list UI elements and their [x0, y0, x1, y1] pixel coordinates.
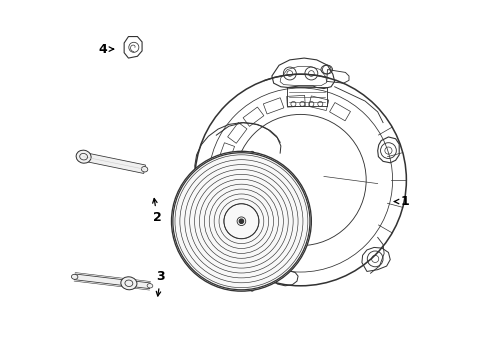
- Circle shape: [239, 219, 244, 224]
- Circle shape: [237, 217, 245, 226]
- Ellipse shape: [121, 277, 137, 290]
- Ellipse shape: [147, 284, 153, 288]
- Ellipse shape: [142, 167, 148, 172]
- Polygon shape: [83, 153, 146, 174]
- Text: 4: 4: [98, 42, 114, 55]
- Ellipse shape: [72, 274, 78, 279]
- Text: 1: 1: [394, 195, 410, 208]
- Text: 2: 2: [153, 198, 162, 224]
- Text: 3: 3: [156, 270, 165, 296]
- Ellipse shape: [172, 151, 311, 291]
- Ellipse shape: [76, 150, 91, 163]
- Polygon shape: [74, 274, 150, 289]
- Polygon shape: [124, 37, 142, 58]
